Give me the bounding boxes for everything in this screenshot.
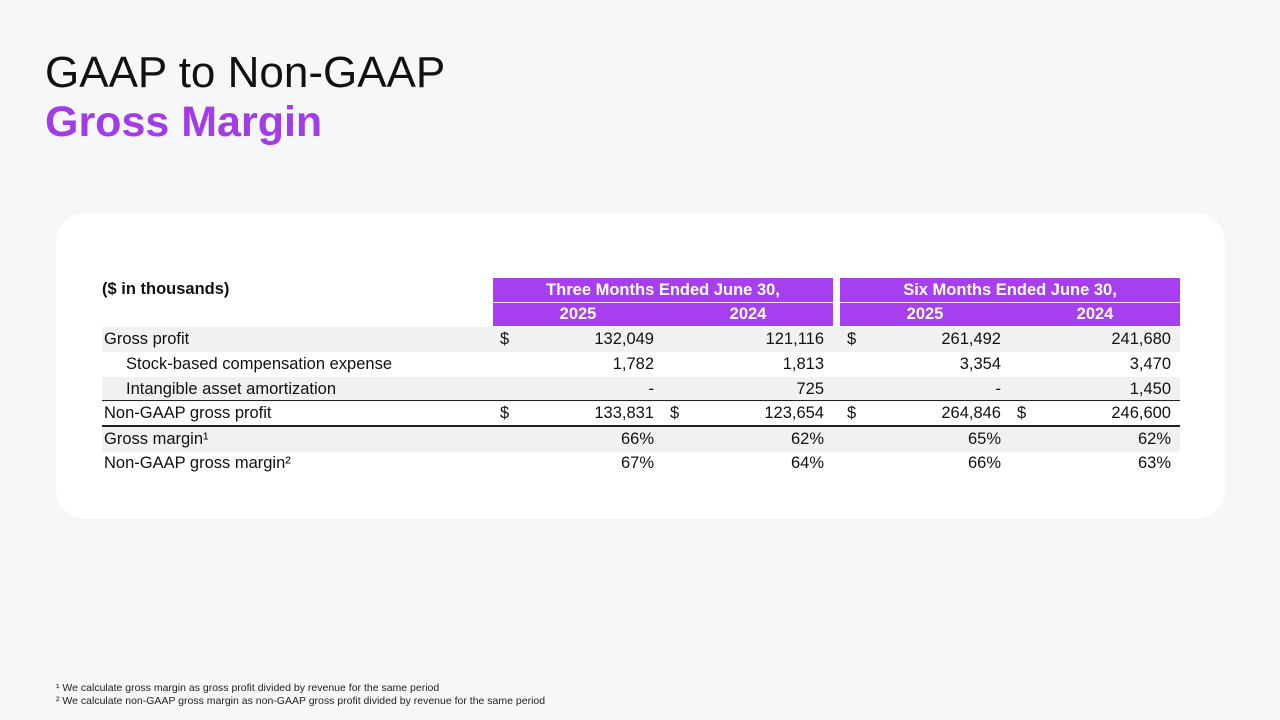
table-card	[56, 213, 1225, 519]
row-value: 65%	[967, 430, 1001, 448]
table-row: Gross margin¹ 66% 62% 65% 62%	[102, 425, 1180, 452]
header-year: 2024	[729, 305, 767, 323]
row-value: 62%	[1137, 430, 1171, 448]
row-value: 63%	[1137, 454, 1171, 472]
row-value: 62%	[790, 430, 824, 448]
row-value: 121,116	[765, 330, 824, 348]
row-value: 3,354	[959, 355, 1001, 373]
row-value: 132,049	[594, 330, 654, 348]
table-row: Intangible asset amortization - 725 - 1,…	[102, 377, 1180, 402]
row-label: Non-GAAP gross margin²	[104, 454, 291, 472]
row-value: 123,654	[764, 404, 824, 422]
row-value: 1,450	[1129, 380, 1171, 398]
header-group-title: Three Months Ended June 30,	[493, 278, 833, 303]
footnotes: ¹ We calculate gross margin as gross pro…	[56, 682, 545, 708]
currency-symbol: $	[500, 404, 510, 422]
page-title: GAAP to Non-GAAP Gross Margin	[45, 48, 445, 146]
row-value: 64%	[790, 454, 824, 472]
row-label: Non-GAAP gross profit	[104, 404, 272, 422]
header-group-three-months: Three Months Ended June 30, 2025 2024	[493, 278, 833, 326]
header-year: 2024	[1076, 305, 1114, 323]
units-label: ($ in thousands)	[102, 280, 230, 298]
currency-symbol: $	[847, 330, 857, 348]
row-label: Gross margin¹	[104, 430, 209, 448]
currency-symbol: $	[500, 330, 510, 348]
row-value: 725	[796, 380, 824, 398]
title-line-1: GAAP to Non-GAAP	[45, 48, 446, 97]
header-group-six-months: Six Months Ended June 30, 2025 2024	[840, 278, 1180, 326]
footnote-2: ² We calculate non-GAAP gross margin as …	[56, 695, 546, 707]
header-year: 2025	[906, 305, 944, 323]
currency-symbol: $	[847, 404, 857, 422]
row-value: 133,831	[594, 404, 654, 422]
currency-symbol: $	[1017, 404, 1027, 422]
row-label: Stock-based compensation expense	[126, 355, 392, 373]
row-label: Intangible asset amortization	[126, 380, 337, 398]
row-value: 67%	[620, 454, 654, 472]
row-value: 264,846	[941, 404, 1001, 422]
row-value: 1,782	[612, 355, 654, 373]
title-line-2: Gross Margin	[45, 98, 323, 146]
row-value: 1,813	[782, 355, 824, 373]
row-label: Gross profit	[104, 330, 190, 348]
table-row: Gross profit $ 132,049 121,116 $ 261,492…	[102, 327, 1180, 352]
row-value: 66%	[967, 454, 1001, 472]
table-row: Non-GAAP gross profit $ 133,831 $ 123,65…	[102, 400, 1180, 426]
table-row: Stock-based compensation expense 1,782 1…	[102, 352, 1180, 377]
row-value: 3,470	[1129, 355, 1171, 373]
row-value: -	[995, 380, 1002, 398]
currency-symbol: $	[670, 404, 680, 422]
header-year: 2025	[559, 305, 597, 323]
row-value: 66%	[620, 430, 654, 448]
row-value: -	[648, 380, 655, 398]
row-value: 241,680	[1111, 330, 1171, 348]
row-value: 246,600	[1111, 404, 1171, 422]
row-value: 261,492	[941, 330, 1001, 348]
header-group-title: Six Months Ended June 30,	[840, 278, 1180, 303]
table-row: Non-GAAP gross margin² 67% 64% 66% 63%	[102, 451, 1180, 476]
footnote-1: ¹ We calculate gross margin as gross pro…	[56, 682, 440, 694]
